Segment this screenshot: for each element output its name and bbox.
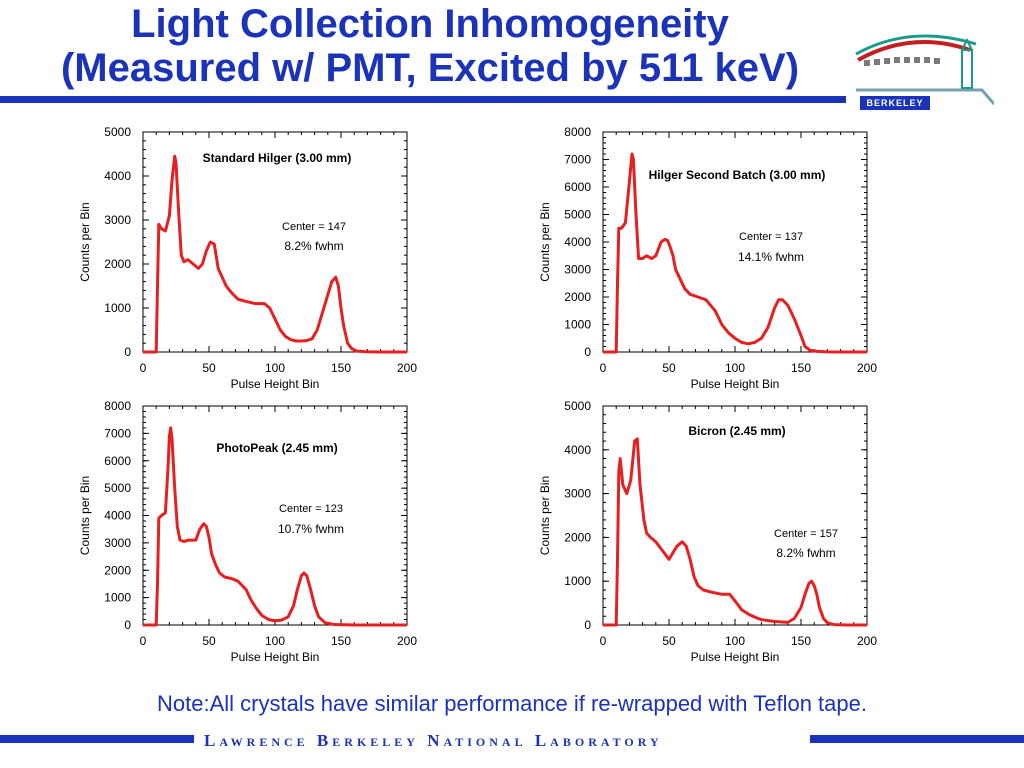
logo-text: BERKELEY LAB bbox=[860, 96, 930, 122]
slide-title-line2: (Measured w/ PMT, Excited by 511 keV) bbox=[60, 46, 800, 90]
y-tick-label: 0 bbox=[124, 345, 131, 359]
y-tick-label: 1000 bbox=[564, 574, 591, 588]
y-tick-label: 4000 bbox=[104, 169, 131, 183]
x-tick-label: 150 bbox=[791, 634, 811, 648]
y-tick-label: 6000 bbox=[564, 180, 591, 194]
y-tick-label: 4000 bbox=[564, 235, 591, 249]
y-tick-label: 1000 bbox=[104, 591, 131, 605]
center-annotation: Center = 157 bbox=[774, 528, 838, 540]
y-tick-label: 2000 bbox=[104, 257, 131, 271]
y-tick-label: 7000 bbox=[104, 426, 131, 440]
chart-title: PhotoPeak (2.45 mm) bbox=[216, 441, 337, 455]
x-axis-label: Pulse Height Bin bbox=[231, 377, 320, 391]
x-tick-label: 0 bbox=[140, 634, 147, 648]
header-rule bbox=[0, 96, 846, 103]
spectrum-series-line bbox=[603, 152, 867, 354]
y-tick-label: 0 bbox=[584, 345, 591, 359]
y-tick-label: 4000 bbox=[104, 509, 131, 523]
y-axis-label: Counts per Bin bbox=[78, 202, 92, 281]
y-tick-label: 3000 bbox=[104, 536, 131, 550]
y-axis-label: Counts per Bin bbox=[538, 476, 552, 555]
x-tick-label: 50 bbox=[202, 634, 216, 648]
y-tick-label: 0 bbox=[584, 618, 591, 632]
y-tick-label: 2000 bbox=[104, 563, 131, 577]
y-axis-label: Counts per Bin bbox=[78, 476, 92, 555]
center-annotation: Center = 123 bbox=[279, 503, 343, 515]
x-tick-label: 100 bbox=[725, 361, 745, 375]
x-tick-label: 150 bbox=[791, 361, 811, 375]
berkeley-lab-logo bbox=[855, 34, 994, 105]
y-tick-label: 1000 bbox=[564, 318, 591, 332]
y-tick-label: 5000 bbox=[104, 125, 131, 139]
x-tick-label: 200 bbox=[397, 634, 417, 648]
plot-frame bbox=[602, 131, 868, 353]
x-axis-label: Pulse Height Bin bbox=[231, 650, 320, 664]
footer-rule-right bbox=[810, 735, 1024, 743]
x-tick-label: 150 bbox=[331, 634, 351, 648]
footer-rule-left bbox=[0, 735, 194, 743]
y-tick-label: 2000 bbox=[564, 530, 591, 544]
x-tick-label: 100 bbox=[725, 634, 745, 648]
x-tick-label: 200 bbox=[857, 361, 877, 375]
fwhm-annotation: 8.2% fwhm bbox=[284, 239, 343, 253]
y-tick-label: 6000 bbox=[104, 454, 131, 468]
fwhm-annotation: 10.7% fwhm bbox=[278, 522, 344, 536]
x-tick-label: 50 bbox=[662, 361, 676, 375]
x-tick-label: 100 bbox=[265, 634, 285, 648]
footnote: Note:All crystals have similar performan… bbox=[156, 691, 867, 716]
y-tick-label: 8000 bbox=[564, 125, 591, 139]
footer-lab-name: Lawrence Berkeley National Laboratory bbox=[204, 731, 663, 750]
spectrum-series-line bbox=[143, 426, 407, 627]
x-tick-label: 50 bbox=[662, 634, 676, 648]
chart-title: Standard Hilger (3.00 mm) bbox=[203, 151, 352, 165]
y-tick-label: 5000 bbox=[564, 208, 591, 222]
y-tick-label: 3000 bbox=[564, 263, 591, 277]
x-tick-label: 0 bbox=[600, 634, 607, 648]
chart-title: Bicron (2.45 mm) bbox=[688, 424, 785, 438]
y-tick-label: 4000 bbox=[564, 443, 591, 457]
y-axis-label: Counts per Bin bbox=[538, 202, 552, 281]
spectrum-series-line bbox=[603, 437, 867, 627]
y-tick-label: 2000 bbox=[564, 290, 591, 304]
y-tick-label: 8000 bbox=[104, 399, 131, 413]
y-tick-label: 5000 bbox=[564, 399, 591, 413]
x-axis-label: Pulse Height Bin bbox=[691, 377, 780, 391]
fwhm-annotation: 8.2% fwhm bbox=[776, 546, 835, 560]
spectrum-series-line bbox=[143, 154, 407, 354]
x-tick-label: 100 bbox=[265, 361, 285, 375]
y-tick-label: 7000 bbox=[564, 153, 591, 167]
chart-title: Hilger Second Batch (3.00 mm) bbox=[649, 168, 826, 182]
x-tick-label: 200 bbox=[857, 634, 877, 648]
y-tick-label: 1000 bbox=[104, 301, 131, 315]
x-tick-label: 0 bbox=[140, 361, 147, 375]
y-tick-label: 5000 bbox=[104, 481, 131, 495]
x-tick-label: 0 bbox=[600, 361, 607, 375]
center-annotation: Center = 137 bbox=[739, 231, 803, 243]
x-tick-label: 150 bbox=[331, 361, 351, 375]
y-tick-label: 3000 bbox=[104, 213, 131, 227]
x-axis-label: Pulse Height Bin bbox=[691, 650, 780, 664]
center-annotation: Center = 147 bbox=[282, 221, 346, 233]
y-tick-label: 3000 bbox=[564, 487, 591, 501]
plot-frame bbox=[142, 405, 408, 626]
x-tick-label: 200 bbox=[397, 361, 417, 375]
y-tick-label: 0 bbox=[124, 618, 131, 632]
fwhm-annotation: 14.1% fwhm bbox=[738, 250, 804, 264]
slide-title-line1: Light Collection Inhomogeneity bbox=[131, 2, 729, 46]
x-tick-label: 50 bbox=[202, 361, 216, 375]
